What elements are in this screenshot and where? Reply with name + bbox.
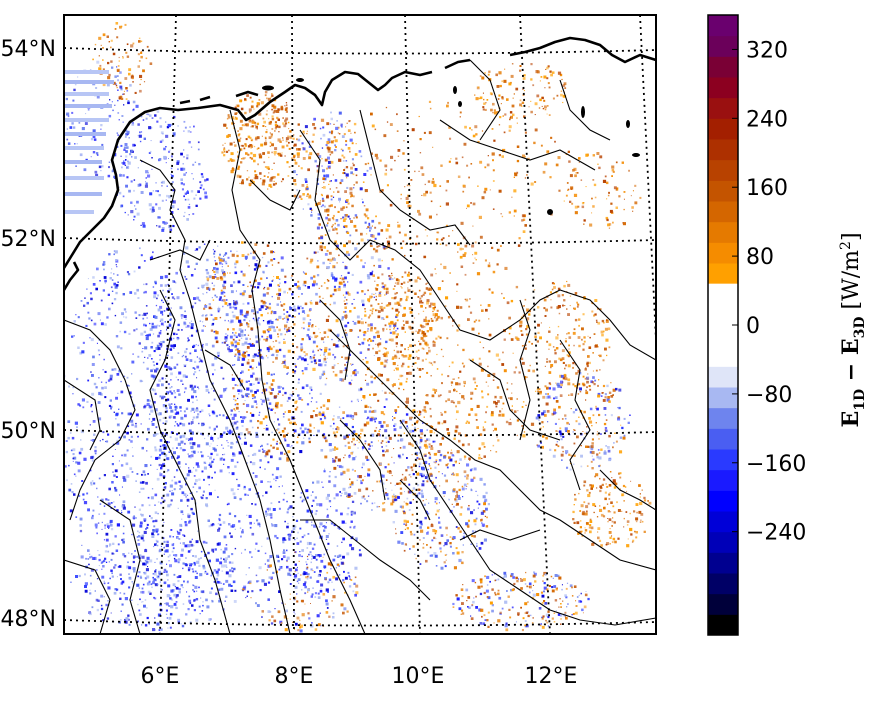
lat-label-52: 52°N bbox=[1, 227, 56, 252]
colorbar-tick-label: 0 bbox=[746, 314, 760, 339]
coastline bbox=[64, 36, 656, 291]
colorbar-segment bbox=[708, 56, 738, 78]
colorbar-segment bbox=[708, 201, 738, 223]
colorbar-tick-label: −80 bbox=[746, 383, 792, 408]
colorbar bbox=[708, 15, 738, 636]
lon-label-6: 6°E bbox=[141, 664, 180, 689]
colorbar-segment bbox=[708, 35, 738, 57]
lat-label-48: 48°N bbox=[1, 607, 56, 632]
colorbar-segment bbox=[708, 511, 738, 533]
colorbar-segment bbox=[708, 221, 738, 243]
map-frame bbox=[63, 14, 657, 635]
colorbar-frame bbox=[707, 14, 739, 636]
lon-label-12: 12°E bbox=[525, 664, 578, 689]
colorbar-segment bbox=[708, 449, 738, 471]
colorbar-segment bbox=[708, 77, 738, 99]
colorbar-segment bbox=[708, 180, 738, 202]
colorbar-tick-label: 80 bbox=[746, 245, 774, 270]
label-main-1: E bbox=[838, 411, 864, 428]
north-sea-banding bbox=[64, 70, 114, 214]
colorbar-segment bbox=[708, 242, 738, 264]
label-sub-1: 1D bbox=[852, 389, 868, 411]
colorbar-tick-label: −160 bbox=[746, 452, 806, 477]
islands bbox=[262, 78, 640, 215]
label-sub-2: 3D bbox=[852, 316, 868, 338]
label-minus: − bbox=[838, 355, 864, 389]
colorbar-segment bbox=[708, 573, 738, 595]
colorbar-segment bbox=[708, 614, 738, 636]
graticule bbox=[64, 15, 656, 634]
colorbar-segment bbox=[708, 118, 738, 140]
colorbar-segment bbox=[708, 531, 738, 553]
colorbar-segment bbox=[708, 15, 738, 37]
colorbar-segment bbox=[708, 490, 738, 512]
label-unit-exp: 2 bbox=[838, 241, 854, 250]
colorbar-label: E1D − E3D [W/m2] bbox=[838, 232, 868, 427]
colorbar-tick-label: 240 bbox=[746, 107, 788, 132]
difference-field bbox=[64, 22, 652, 633]
map-content bbox=[64, 15, 656, 634]
lat-label-54: 54°N bbox=[1, 37, 56, 62]
lon-label-8: 8°E bbox=[275, 664, 314, 689]
colorbar-segment bbox=[708, 159, 738, 181]
colorbar-tick-label: 160 bbox=[746, 176, 788, 201]
colorbar-ticks: 320 240 160 80 0 −80 −160 −240 bbox=[746, 38, 806, 545]
borders-and-rivers bbox=[64, 59, 656, 634]
lon-label-10: 10°E bbox=[392, 664, 445, 689]
colorbar-segment bbox=[708, 139, 738, 161]
label-unit: [W/m bbox=[839, 250, 864, 317]
colorbar-segment bbox=[708, 263, 738, 285]
colorbar-segment bbox=[708, 97, 738, 119]
colorbar-segment bbox=[708, 552, 738, 574]
label-unit-close: ] bbox=[839, 232, 864, 241]
colorbar-segment bbox=[708, 428, 738, 450]
colorbar-segment bbox=[708, 366, 738, 388]
colorbar-segment bbox=[708, 407, 738, 429]
colorbar-tick-label: 320 bbox=[746, 38, 788, 63]
colorbar-segment bbox=[708, 593, 738, 615]
label-main-2: E bbox=[838, 338, 864, 355]
colorbar-tick-label: −240 bbox=[746, 521, 806, 546]
colorbar-segment bbox=[708, 469, 738, 491]
lat-label-50: 50°N bbox=[1, 419, 56, 444]
colorbar-segment bbox=[708, 387, 738, 409]
